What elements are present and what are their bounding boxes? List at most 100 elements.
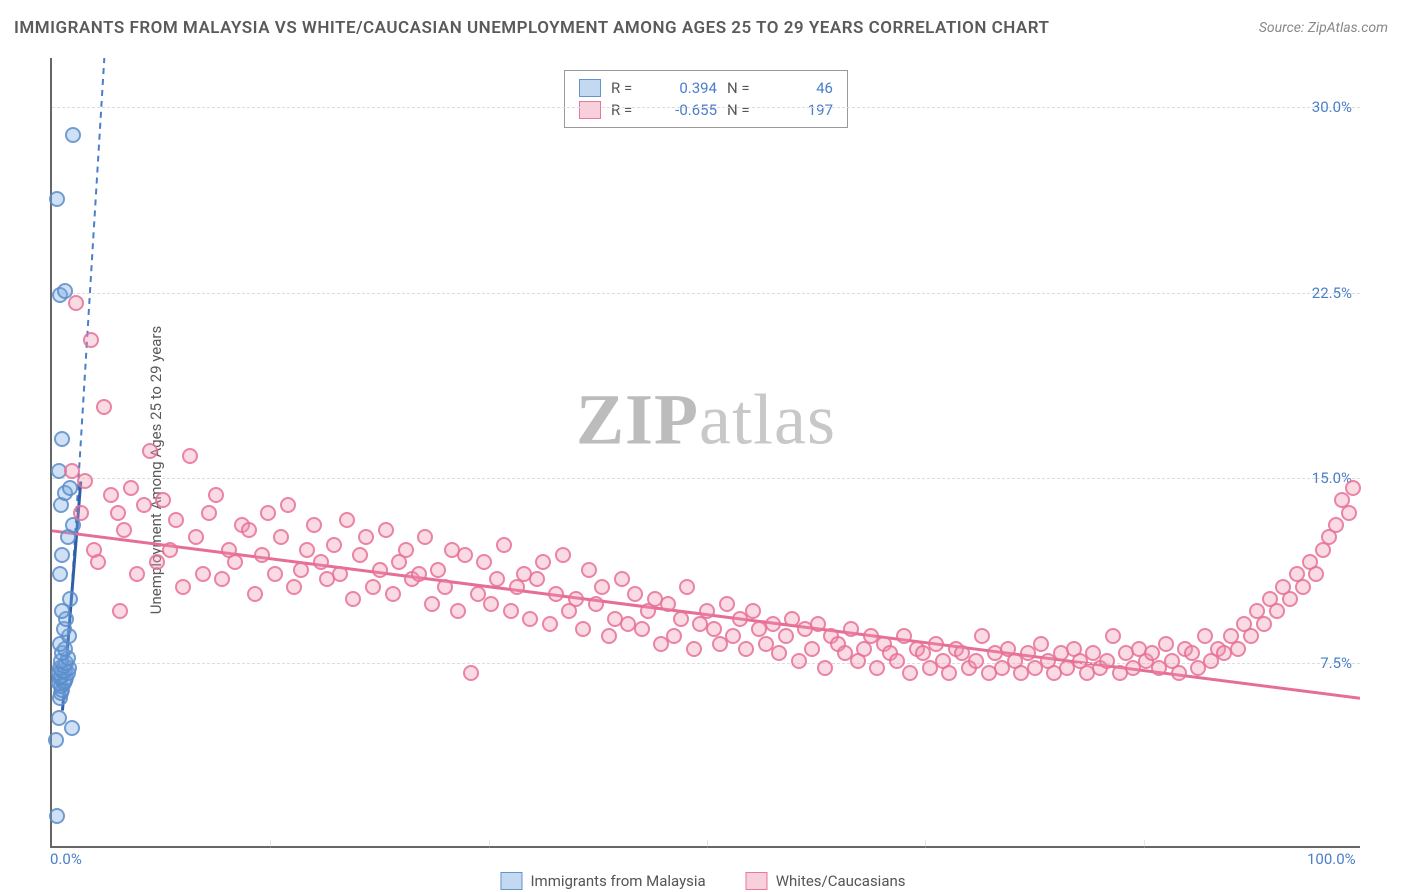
scatter-point — [188, 529, 204, 545]
scatter-point — [889, 653, 905, 669]
watermark-light: atlas — [699, 380, 836, 460]
scatter-point — [182, 448, 198, 464]
source-label: Source: ZipAtlas.com — [1259, 20, 1388, 36]
scatter-point — [73, 505, 89, 521]
scatter-point — [463, 665, 479, 681]
scatter-point — [62, 591, 78, 607]
scatter-point — [1171, 665, 1187, 681]
scatter-point — [489, 571, 505, 587]
scatter-point — [175, 579, 191, 595]
scatter-point — [54, 547, 70, 563]
scatter-point — [52, 566, 68, 582]
scatter-point — [358, 529, 374, 545]
scatter-point — [765, 616, 781, 632]
gridline-h — [52, 293, 1360, 294]
scatter-point — [1269, 603, 1285, 619]
scatter-point — [64, 720, 80, 736]
scatter-point — [1282, 591, 1298, 607]
scatter-point — [1295, 579, 1311, 595]
scatter-point — [555, 547, 571, 563]
scatter-point — [116, 522, 132, 538]
y-tick-label: 7.5% — [1320, 654, 1352, 672]
scatter-point — [430, 562, 446, 578]
scatter-point — [267, 566, 283, 582]
legend-label-1: Whites/Caucasians — [776, 872, 906, 890]
scatter-point — [817, 660, 833, 676]
scatter-point — [791, 653, 807, 669]
swatch-series-0 — [579, 79, 601, 97]
scatter-point — [214, 571, 230, 587]
legend-item-1: Whites/Caucasians — [746, 872, 906, 890]
scatter-point — [345, 591, 361, 607]
scatter-point — [49, 808, 65, 824]
scatter-point — [332, 566, 348, 582]
scatter-point — [168, 512, 184, 528]
scatter-point — [162, 542, 178, 558]
plot-area: ZIPatlas R = 0.394 N = 46 R = -0.655 N =… — [50, 58, 1360, 848]
scatter-point — [155, 492, 171, 508]
scatter-point — [54, 431, 70, 447]
scatter-point — [896, 628, 912, 644]
r-value-0: 0.394 — [655, 79, 717, 97]
scatter-point — [68, 295, 84, 311]
scatter-point — [286, 579, 302, 595]
scatter-point — [535, 554, 551, 570]
scatter-point — [1243, 628, 1259, 644]
scatter-point — [450, 603, 466, 619]
scatter-point — [280, 497, 296, 513]
watermark: ZIPatlas — [576, 379, 836, 462]
scatter-point — [581, 562, 597, 578]
scatter-point — [149, 554, 165, 570]
n-label: N = — [727, 79, 761, 97]
x-tick-label: 100.0% — [1307, 850, 1356, 868]
scatter-point — [575, 621, 591, 637]
scatter-point — [49, 191, 65, 207]
scatter-point — [313, 554, 329, 570]
scatter-point — [398, 542, 414, 558]
scatter-point — [96, 399, 112, 415]
scatter-point — [778, 628, 794, 644]
scatter-point — [1158, 636, 1174, 652]
scatter-point — [365, 579, 381, 595]
scatter-point — [529, 571, 545, 587]
scatter-point — [699, 603, 715, 619]
watermark-bold: ZIP — [576, 380, 699, 460]
scatter-point — [123, 480, 139, 496]
scatter-point — [424, 596, 440, 612]
gridline-h — [52, 107, 1360, 108]
scatter-point — [1184, 645, 1200, 661]
scatter-point — [1033, 636, 1049, 652]
scatter-point — [588, 596, 604, 612]
scatter-point — [326, 537, 342, 553]
scatter-point — [1345, 480, 1361, 496]
scatter-point — [293, 562, 309, 578]
scatter-point — [666, 628, 682, 644]
gridline-h — [52, 478, 1360, 479]
scatter-point — [843, 621, 859, 637]
swatch-series-1 — [579, 101, 601, 119]
scatter-point — [810, 616, 826, 632]
scatter-point — [437, 579, 453, 595]
scatter-point — [771, 645, 787, 661]
scatter-point — [1230, 641, 1246, 657]
scatter-point — [974, 628, 990, 644]
scatter-point — [83, 332, 99, 348]
scatter-point — [254, 547, 270, 563]
swatch-series-1 — [746, 872, 768, 890]
scatter-point — [385, 586, 401, 602]
scatter-point — [1105, 628, 1121, 644]
scatter-point — [941, 665, 957, 681]
scatter-point — [352, 547, 368, 563]
scatter-point — [273, 529, 289, 545]
scatter-point — [1308, 566, 1324, 582]
scatter-point — [548, 586, 564, 602]
scatter-point — [568, 591, 584, 607]
scatter-point — [928, 636, 944, 652]
n-label: N = — [727, 101, 761, 119]
scatter-point — [208, 487, 224, 503]
scatter-point — [1099, 653, 1115, 669]
n-value-1: 197 — [771, 101, 833, 119]
scatter-point — [372, 562, 388, 578]
scatter-point — [601, 628, 617, 644]
scatter-point — [634, 621, 650, 637]
